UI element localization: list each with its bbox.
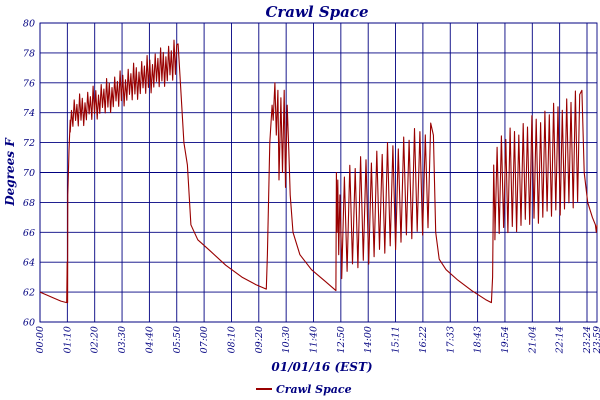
x-axis-ticks: 00:00 01:10 02:20 03:30 04:40 05:50 07:00 08:10… bbox=[35, 326, 600, 354]
x-tick-label: 02:20 bbox=[90, 326, 101, 353]
y-tick-label: 78 bbox=[23, 48, 35, 59]
y-tick-label: 70 bbox=[23, 168, 35, 179]
series-layer bbox=[39, 39, 598, 304]
y-tick-label: 80 bbox=[23, 19, 35, 30]
x-tick-label: 14:00 bbox=[363, 326, 374, 353]
x-tick-label: 00:00 bbox=[35, 326, 46, 353]
x-tick-label: 07:00 bbox=[199, 326, 210, 353]
y-tick-label: 72 bbox=[23, 138, 35, 149]
x-tick-label: 22:14 bbox=[555, 326, 566, 354]
y-tick-label: 68 bbox=[23, 198, 35, 209]
x-tick-label: 16:22 bbox=[418, 326, 429, 353]
x-tick-label: 17:33 bbox=[445, 326, 456, 353]
y-tick-label: 66 bbox=[23, 228, 35, 239]
x-tick-label: 03:30 bbox=[117, 326, 128, 353]
y-tick-label: 76 bbox=[23, 78, 35, 89]
x-tick-label: 08:10 bbox=[226, 326, 237, 353]
x-axis-label: 01/01/16 (EST) bbox=[271, 360, 372, 374]
y-tick-label: 62 bbox=[23, 288, 35, 299]
y-tick-label: 74 bbox=[23, 108, 35, 119]
x-tick-label: 01:10 bbox=[62, 326, 73, 353]
x-tick-label: 04:40 bbox=[144, 326, 155, 353]
x-tick-label: 09:20 bbox=[254, 326, 265, 353]
x-tick-label: 15:11 bbox=[391, 326, 402, 353]
legend: Crawl Space bbox=[256, 383, 352, 396]
y-axis-ticks: 60 62 64 66 68 70 72 74 76 78 80 bbox=[23, 19, 35, 329]
y-tick-label: 60 bbox=[23, 318, 35, 329]
x-tick-label: 05:50 bbox=[172, 326, 183, 353]
x-tick-label: 21:04 bbox=[527, 326, 538, 354]
grid bbox=[39, 22, 598, 323]
x-tick-label: 18:43 bbox=[473, 326, 484, 353]
x-tick-label: 10:30 bbox=[281, 326, 292, 353]
chart-title: Crawl Space bbox=[265, 3, 368, 21]
legend-label: Crawl Space bbox=[276, 383, 352, 396]
y-axis-label: Degrees F bbox=[3, 137, 17, 207]
y-tick-label: 64 bbox=[23, 258, 35, 269]
x-tick-label: 11:40 bbox=[309, 326, 320, 353]
x-tick-label: 19:54 bbox=[500, 326, 511, 353]
x-tick-label: 23:59 bbox=[592, 326, 600, 354]
x-tick-label: 23:24 bbox=[582, 326, 593, 354]
series-line-crawl-space bbox=[39, 39, 598, 304]
x-tick-label: 12:50 bbox=[336, 326, 347, 353]
